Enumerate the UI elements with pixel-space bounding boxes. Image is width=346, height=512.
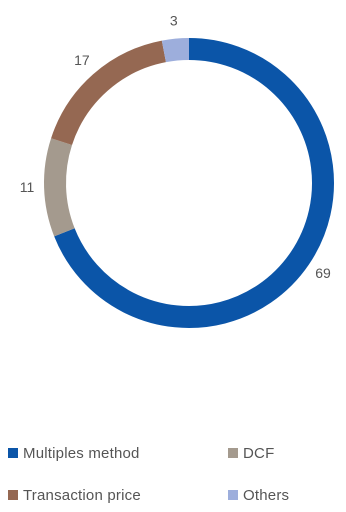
- legend-swatch-multiples-method: [8, 448, 18, 458]
- donut-chart: 69 11 17 3: [20, 12, 334, 328]
- legend-label-transaction-price: Transaction price: [23, 486, 141, 504]
- data-label-others: 3: [170, 12, 178, 28]
- slice-dcf: [44, 138, 75, 237]
- legend-swatch-transaction-price: [8, 490, 18, 500]
- legend-swatch-dcf: [228, 448, 238, 458]
- legend-item-transaction-price: Transaction price: [8, 485, 141, 505]
- legend-swatch-others: [228, 490, 238, 500]
- slice-others: [161, 38, 190, 63]
- donut-chart-svg: 69 11 17 3: [20, 12, 334, 328]
- legend-label-multiples-method: Multiples method: [23, 444, 140, 462]
- donut-data-labels: 69 11 17 3: [20, 12, 331, 280]
- legend-item-multiples-method: Multiples method: [8, 443, 140, 463]
- slice-transaction-price: [51, 40, 167, 146]
- data-label-dcf: 11: [20, 179, 35, 195]
- slice-multiples-method: [54, 38, 334, 328]
- data-label-transaction-price: 17: [74, 52, 90, 68]
- data-label-multiples-method: 69: [315, 265, 331, 281]
- legend-label-others: Others: [243, 486, 290, 504]
- legend-item-others: Others: [228, 485, 289, 505]
- donut-slices: [44, 38, 334, 328]
- legend-item-dcf: DCF: [228, 443, 274, 463]
- legend-label-dcf: DCF: [243, 444, 275, 462]
